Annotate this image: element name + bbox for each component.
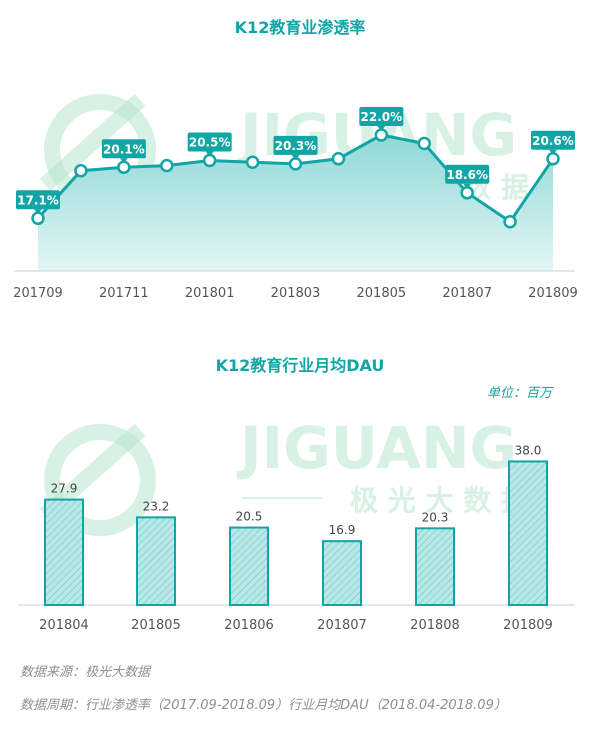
unit-label: 单位：百万 [486, 386, 552, 401]
svg-text:20.6%: 20.6% [532, 134, 574, 148]
data-point-201803 [288, 157, 303, 171]
bar-value-201805: 23.2 [143, 499, 170, 513]
svg-text:18.6%: 18.6% [446, 168, 488, 182]
x-tick-201804: 201804 [39, 618, 89, 633]
bar-201804 [44, 498, 84, 606]
bar-value-201804: 27.9 [51, 482, 78, 496]
logo-ring-icon [44, 424, 156, 536]
x-tick-201711: 201711 [99, 286, 149, 301]
data-point-201709 [31, 211, 45, 226]
data-label-201809: 20.6% [531, 130, 575, 155]
data-point-201808 [503, 214, 517, 229]
data-point-201805 [374, 128, 389, 142]
svg-text:22.0%: 22.0% [361, 110, 403, 124]
data-point-201804 [331, 152, 346, 166]
x-tick-201801: 201801 [185, 286, 235, 301]
x-tick-201808: 201808 [410, 618, 460, 633]
data-label-201709: 17.1% [16, 190, 60, 215]
x-tick-201805: 201805 [131, 618, 181, 633]
svg-text:20.1%: 20.1% [103, 142, 145, 156]
bar-value-201806: 20.5 [236, 510, 263, 524]
watermark-subtitle: 极 光 大 数 据 [350, 484, 529, 517]
x-tick-201805: 201805 [357, 286, 407, 301]
watermark-brand: JIGUANG [236, 414, 517, 482]
svg-text:17.1%: 17.1% [17, 193, 59, 207]
x-tick-201807: 201807 [442, 286, 492, 301]
data-point-201711 [117, 160, 131, 175]
data-label-201805: 22.0% [359, 107, 404, 131]
bar-201806 [229, 526, 269, 606]
data-point-201710 [74, 163, 88, 178]
x-tick-201806: 201806 [224, 618, 274, 633]
data-period-note: 数据周期：行业渗透率（2017.09-2018.09）行业月均DAU（2018.… [20, 698, 507, 713]
data-label-201803: 20.3% [273, 135, 318, 160]
dau-chart-title: K12教育行业月均DAU [215, 356, 385, 375]
bar-201809 [508, 460, 548, 606]
x-tick-201709: 201709 [13, 286, 63, 301]
svg-text:20.3%: 20.3% [275, 139, 317, 153]
bar-201807 [322, 540, 362, 606]
x-tick-201807: 201807 [317, 618, 367, 633]
data-point-201802 [245, 155, 260, 169]
data-point-201809 [546, 152, 560, 166]
bar-value-201808: 20.3 [422, 510, 449, 524]
bar-201808 [415, 527, 455, 606]
logo-slash-icon [39, 94, 146, 191]
x-tick-201809: 201809 [528, 286, 578, 301]
data-point-201806 [417, 136, 431, 151]
data-label-201801: 20.5% [187, 132, 232, 157]
bar-value-201807: 16.9 [329, 523, 356, 537]
x-tick-201803: 201803 [271, 286, 321, 301]
data-label-201711: 20.1% [101, 139, 146, 164]
bar-value-201809: 38.0 [515, 443, 542, 457]
x-tick-201809: 201809 [503, 618, 553, 633]
bar-201805 [136, 516, 176, 606]
penetration-chart-title: K12教育业渗透率 [234, 18, 366, 37]
data-label-201807: 18.6% [445, 164, 490, 189]
data-point-201712 [160, 158, 174, 173]
data-point-201807 [460, 186, 474, 200]
data-point-201801 [202, 153, 217, 168]
svg-text:20.5%: 20.5% [189, 136, 231, 150]
data-source-note: 数据来源：极光大数据 [20, 665, 151, 680]
